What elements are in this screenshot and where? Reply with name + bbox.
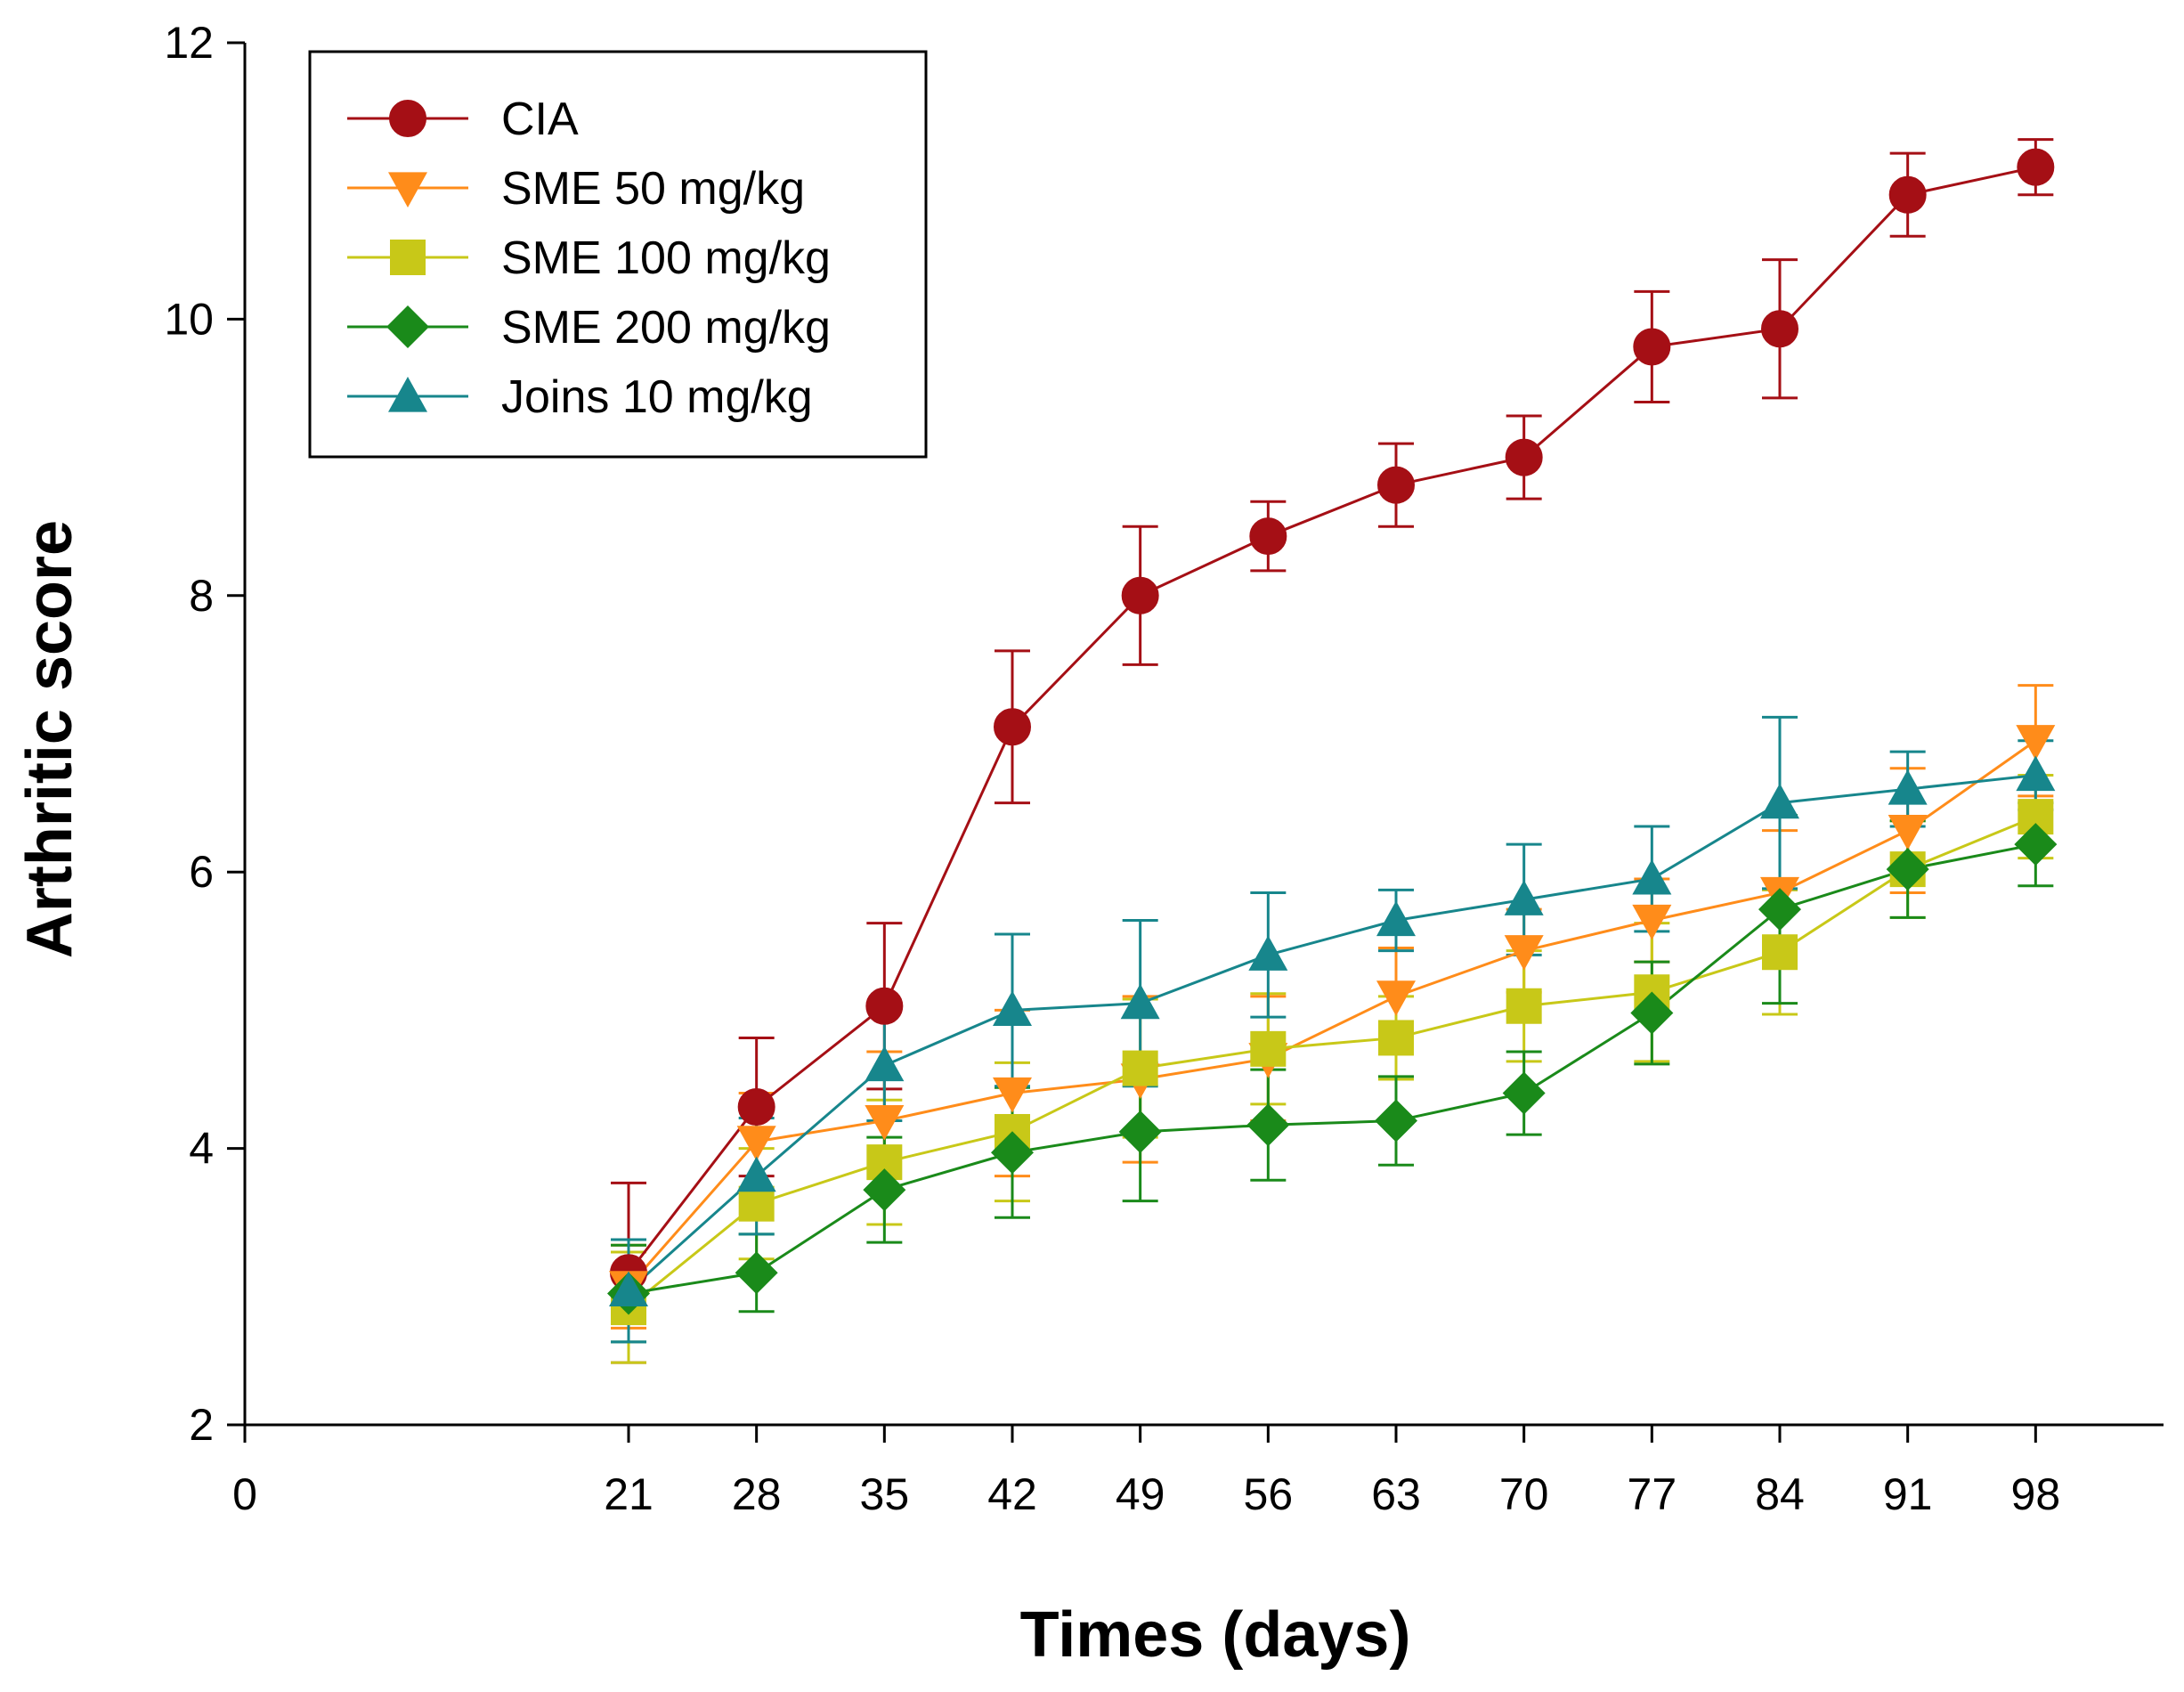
data-point-joins-10-mg-kg (1376, 900, 1416, 937)
data-point-joins-10-mg-kg (1504, 880, 1544, 915)
legend-label-cia: CIA (501, 94, 579, 145)
axes-layer: 2 4 6 8 10 12 0 21 28 35 42 49 56 63 70 77 84 91 98 (164, 18, 2164, 1519)
x-tick-label: 35 (860, 1469, 910, 1519)
legend-marker-joins-10-mg-kg (388, 377, 427, 412)
data-point-sme-200-mg-kg (2014, 823, 2058, 866)
data-point-sme-50-mg-kg (993, 1077, 1032, 1113)
y-tick-label: 6 (189, 847, 214, 897)
data-point-cia (865, 987, 904, 1025)
data-point-cia (2017, 148, 2055, 186)
data-point-cia (737, 1088, 775, 1127)
x-tick-label: 98 (2011, 1469, 2061, 1519)
y-tick-label: 4 (189, 1124, 214, 1174)
legend-label-joins-10-mg-kg: Joins 10 mg/kg (501, 371, 813, 423)
data-point-cia (1761, 310, 1798, 348)
data-point-sme-100-mg-kg (1122, 1050, 1158, 1086)
data-point-sme-50-mg-kg (1504, 935, 1544, 971)
data-point-sme-100-mg-kg (1250, 1030, 1287, 1067)
legend-label-sme-100-mg-kg: SME 100 mg/kg (501, 232, 831, 284)
data-point-sme-100-mg-kg (1506, 988, 1542, 1024)
data-point-sme-50-mg-kg (1632, 904, 1672, 940)
data-point-cia (994, 708, 1031, 746)
series-line-joins-10-mg-kg (627, 774, 2036, 1292)
data-point-joins-10-mg-kg (609, 1271, 648, 1307)
data-point-sme-200-mg-kg (1502, 1071, 1546, 1115)
legend-marker-sme-100-mg-kg (390, 240, 426, 275)
legend-marker-sme-200-mg-kg (386, 305, 429, 348)
x-tick-label: 77 (1628, 1469, 1677, 1519)
series-line-cia (627, 166, 2036, 1274)
y-tick-label: 10 (164, 294, 214, 344)
data-point-sme-100-mg-kg (1378, 1020, 1414, 1056)
data-point-cia (1888, 175, 1927, 214)
x-tick-label: 56 (1244, 1469, 1294, 1519)
data-point-cia (1249, 517, 1287, 556)
data-point-cia (1505, 438, 1543, 476)
x-tick-label: 21 (604, 1469, 654, 1519)
y-tick-label: 12 (164, 18, 214, 68)
data-point-cia (1377, 466, 1415, 504)
x-tick-label: 63 (1371, 1469, 1421, 1519)
data-point-sme-200-mg-kg (1246, 1103, 1290, 1147)
x-tick-label: 91 (1883, 1469, 1933, 1519)
data-point-joins-10-mg-kg (736, 1156, 776, 1192)
legend-marker-sme-50-mg-kg (388, 172, 427, 207)
y-tick-label: 8 (189, 571, 214, 621)
data-point-sme-200-mg-kg (735, 1251, 778, 1295)
x-axis-title: Times (days) (1020, 1599, 1411, 1671)
series-line-sme-100-mg-kg (628, 815, 2036, 1309)
data-point-sme-200-mg-kg (1630, 991, 1674, 1035)
data-point-sme-100-mg-kg (738, 1185, 775, 1222)
data-point-sme-200-mg-kg (1375, 1099, 1417, 1143)
series-markers-layer (607, 148, 2058, 1326)
series-line-sme-200-mg-kg (628, 842, 2036, 1296)
data-point-sme-200-mg-kg (1758, 888, 1801, 931)
data-point-joins-10-mg-kg (2016, 755, 2056, 792)
x-tick-label: 70 (1499, 1469, 1549, 1519)
data-point-sme-200-mg-kg (1118, 1110, 1162, 1153)
series-lines-layer (627, 166, 2037, 1309)
legend-label-sme-50-mg-kg: SME 50 mg/kg (501, 163, 805, 215)
data-point-sme-200-mg-kg (1886, 848, 1929, 891)
data-point-sme-200-mg-kg (863, 1168, 906, 1212)
data-point-sme-50-mg-kg (1888, 815, 1928, 850)
data-point-sme-50-mg-kg (865, 1104, 905, 1141)
data-point-cia (1121, 576, 1159, 614)
data-point-joins-10-mg-kg (1248, 935, 1288, 971)
data-point-joins-10-mg-kg (865, 1045, 905, 1082)
legend: CIA SME 50 mg/kg SME 100 mg/kg SME 200 mg/k… (308, 50, 928, 459)
y-axis-title: Arthritic score (14, 520, 85, 958)
data-point-joins-10-mg-kg (1888, 769, 1928, 805)
data-point-sme-50-mg-kg (2016, 725, 2056, 761)
series-line-sme-50-mg-kg (627, 739, 2037, 1288)
legend-marker-cia (389, 100, 426, 137)
x-tick-label: 49 (1116, 1469, 1165, 1519)
x-tick-label: 0 (232, 1469, 257, 1519)
legend-label-sme-200-mg-kg: SME 200 mg/kg (501, 302, 831, 354)
data-point-joins-10-mg-kg (1760, 783, 1799, 819)
data-point-cia (1633, 328, 1671, 366)
data-point-joins-10-mg-kg (1632, 858, 1672, 895)
data-point-sme-50-mg-kg (1376, 980, 1416, 1016)
x-tick-label: 42 (987, 1469, 1037, 1519)
x-tick-label: 84 (1755, 1469, 1805, 1519)
x-tick-label: 28 (732, 1469, 782, 1519)
data-point-joins-10-mg-kg (1120, 983, 1160, 1020)
data-point-sme-50-mg-kg (736, 1126, 776, 1161)
y-tick-label: 2 (189, 1400, 214, 1450)
data-point-sme-200-mg-kg (991, 1131, 1034, 1175)
data-point-sme-100-mg-kg (1762, 934, 1798, 971)
data-point-joins-10-mg-kg (993, 990, 1032, 1026)
